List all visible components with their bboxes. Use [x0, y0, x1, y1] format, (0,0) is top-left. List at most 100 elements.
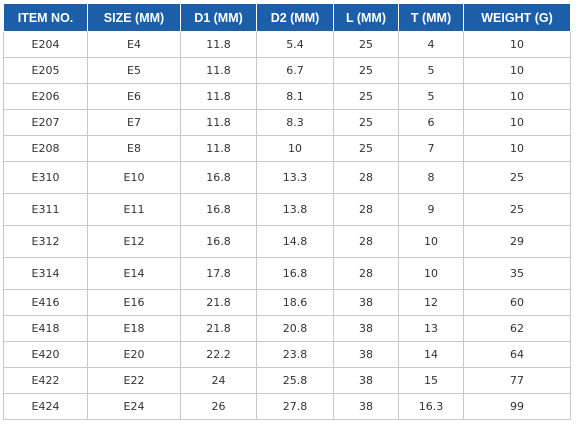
table-cell: 38 — [333, 289, 399, 316]
table-cell: 10 — [256, 135, 334, 162]
header-cell: ITEM NO. — [3, 3, 88, 32]
table-cell: 5 — [398, 83, 464, 110]
table-cell: E422 — [3, 367, 88, 394]
table-cell: 20.8 — [256, 315, 334, 342]
table-cell: 11.8 — [180, 109, 257, 136]
table-cell: 21.8 — [180, 315, 257, 342]
table-cell: 8.3 — [256, 109, 334, 136]
table-cell: 25 — [463, 161, 571, 194]
table-cell: E24 — [87, 393, 181, 420]
table-cell: 4 — [398, 31, 464, 58]
table-row: E422 E22 24 25.8 38 15 77 — [3, 367, 571, 394]
header-cell: SIZE (MM) — [87, 3, 181, 32]
table-cell: E206 — [3, 83, 88, 110]
table-cell: E20 — [87, 341, 181, 368]
table-row: E204 E4 11.8 5.4 25 4 10 — [3, 31, 571, 58]
table-cell: 21.8 — [180, 289, 257, 316]
table-row: E206 E6 11.8 8.1 25 5 10 — [3, 83, 571, 110]
table-cell: 27.8 — [256, 393, 334, 420]
table-cell: E11 — [87, 193, 181, 226]
table-cell: E424 — [3, 393, 88, 420]
table-row: E311 E11 16.8 13.8 28 9 25 — [3, 193, 571, 226]
table-cell: 16.3 — [398, 393, 464, 420]
table-row: E205 E5 11.8 6.7 25 5 10 — [3, 57, 571, 84]
table-row: E420 E20 22.2 23.8 38 14 64 — [3, 341, 571, 368]
table-cell: 14.8 — [256, 225, 334, 258]
table-cell: 22.2 — [180, 341, 257, 368]
table-cell: E314 — [3, 257, 88, 290]
table-cell: 38 — [333, 341, 399, 368]
spec-table: ITEM NO. SIZE (MM) D1 (MM) D2 (MM) L (MM) T (… — [3, 3, 571, 420]
table-cell: E14 — [87, 257, 181, 290]
header-cell: L (MM) — [333, 3, 399, 32]
table-cell: 38 — [333, 393, 399, 420]
table-row: E207 E7 11.8 8.3 25 6 10 — [3, 109, 571, 136]
table-cell: 25 — [333, 57, 399, 84]
table-cell: E18 — [87, 315, 181, 342]
table-cell: 25 — [333, 31, 399, 58]
table-cell: E420 — [3, 341, 88, 368]
table-cell: E416 — [3, 289, 88, 316]
table-row: E310 E10 16.8 13.3 28 8 25 — [3, 161, 571, 194]
table-cell: E205 — [3, 57, 88, 84]
table-cell: 77 — [463, 367, 571, 394]
table-body: E204 E4 11.8 5.4 25 4 10 E205 E5 11.8 6.7 25 5 10 E206… — [3, 31, 571, 420]
table-cell: 15 — [398, 367, 464, 394]
table-cell: 5 — [398, 57, 464, 84]
table-cell: E16 — [87, 289, 181, 316]
table-cell: E207 — [3, 109, 88, 136]
table-cell: 10 — [463, 135, 571, 162]
table-cell: 9 — [398, 193, 464, 226]
table-cell: E5 — [87, 57, 181, 84]
header-cell: D1 (MM) — [180, 3, 257, 32]
table-cell: 18.6 — [256, 289, 334, 316]
table-cell: 25.8 — [256, 367, 334, 394]
table-cell: 17.8 — [180, 257, 257, 290]
table-cell: 24 — [180, 367, 257, 394]
table-cell: 38 — [333, 367, 399, 394]
table-row: E416 E16 21.8 18.6 38 12 60 — [3, 289, 571, 316]
table-cell: 64 — [463, 341, 571, 368]
table-cell: 16.8 — [256, 257, 334, 290]
table-cell: 10 — [463, 31, 571, 58]
table-cell: 25 — [333, 83, 399, 110]
table-row: E314 E14 17.8 16.8 28 10 35 — [3, 257, 571, 290]
table-cell: 11.8 — [180, 57, 257, 84]
table-cell: 6.7 — [256, 57, 334, 84]
table-cell: E22 — [87, 367, 181, 394]
table-cell: 16.8 — [180, 225, 257, 258]
table-row: E418 E18 21.8 20.8 38 13 62 — [3, 315, 571, 342]
table-cell: 12 — [398, 289, 464, 316]
table-cell: E10 — [87, 161, 181, 194]
table-cell: 10 — [463, 83, 571, 110]
table-cell: 10 — [398, 257, 464, 290]
table-cell: E208 — [3, 135, 88, 162]
table-cell: E204 — [3, 31, 88, 58]
table-cell: E418 — [3, 315, 88, 342]
table-cell: 10 — [398, 225, 464, 258]
table-cell: 23.8 — [256, 341, 334, 368]
table-cell: 35 — [463, 257, 571, 290]
table-cell: 16.8 — [180, 161, 257, 194]
table-cell: 29 — [463, 225, 571, 258]
table-cell: E4 — [87, 31, 181, 58]
header-cell: T (MM) — [398, 3, 464, 32]
table-cell: 11.8 — [180, 135, 257, 162]
table-cell: 13.8 — [256, 193, 334, 226]
table-cell: 8 — [398, 161, 464, 194]
table-cell: 5.4 — [256, 31, 334, 58]
table-cell: 60 — [463, 289, 571, 316]
table-cell: E6 — [87, 83, 181, 110]
table-cell: 38 — [333, 315, 399, 342]
table-cell: E312 — [3, 225, 88, 258]
table-cell: 25 — [333, 135, 399, 162]
table-row: E424 E24 26 27.8 38 16.3 99 — [3, 393, 571, 420]
table-cell: 11.8 — [180, 83, 257, 110]
table-cell: E8 — [87, 135, 181, 162]
table-cell: 11.8 — [180, 31, 257, 58]
table-cell: 99 — [463, 393, 571, 420]
table-cell: E7 — [87, 109, 181, 136]
table-cell: 6 — [398, 109, 464, 136]
table-cell: 26 — [180, 393, 257, 420]
